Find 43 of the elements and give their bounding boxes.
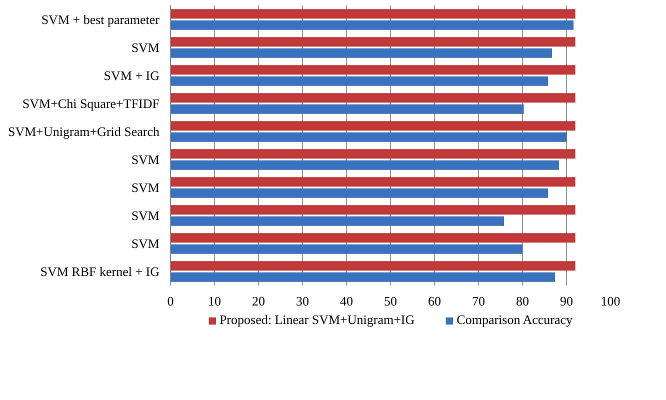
bar — [170, 65, 576, 75]
bar — [170, 20, 574, 30]
y-tick-label: SVM RBF kernel + IG — [40, 264, 160, 279]
y-tick-label: SVM — [131, 236, 160, 251]
y-tick-label: SVM — [131, 180, 160, 195]
bar — [170, 216, 504, 226]
legend-label: Comparison Accuracy — [456, 312, 573, 328]
y-tick-label: SVM+Unigram+Grid Search — [8, 124, 160, 139]
y-tick-label: SVM — [131, 40, 160, 55]
y-tick-label: SVM — [131, 152, 160, 167]
bar — [170, 9, 576, 19]
x-tick-label: 0 — [167, 294, 174, 308]
y-tick-label: SVM — [131, 208, 160, 223]
x-tick-label: 50 — [384, 294, 397, 308]
bar — [170, 261, 576, 271]
x-tick-label: 20 — [252, 294, 265, 308]
x-tick-label: 80 — [516, 294, 529, 308]
bar — [170, 177, 576, 187]
bar — [170, 48, 552, 58]
bar — [170, 132, 567, 142]
bar — [170, 37, 576, 47]
y-tick-label: SVM + IG — [104, 68, 160, 83]
bar — [170, 93, 576, 103]
bar — [170, 188, 548, 198]
bar — [170, 244, 522, 254]
bar — [170, 205, 576, 215]
bar — [170, 76, 548, 86]
legend-label: Proposed: Linear SVM+Unigram+IG — [219, 312, 415, 328]
x-tick-label: 90 — [560, 294, 573, 308]
bar — [170, 121, 576, 131]
bar — [170, 160, 560, 170]
x-tick-label: 100 — [600, 294, 620, 308]
x-tick-label: 10 — [208, 294, 221, 308]
bar — [170, 233, 576, 243]
x-tick-label: 40 — [340, 294, 353, 308]
bar — [170, 104, 524, 114]
x-tick-label: 30 — [296, 294, 309, 308]
bar — [170, 149, 576, 159]
y-tick-label: SVM + best parameter — [41, 12, 160, 27]
bar — [170, 272, 556, 282]
y-tick-label: SVM+Chi Square+TFIDF — [22, 96, 160, 111]
x-tick-label: 70 — [472, 294, 485, 308]
x-tick-label: 60 — [428, 294, 441, 308]
